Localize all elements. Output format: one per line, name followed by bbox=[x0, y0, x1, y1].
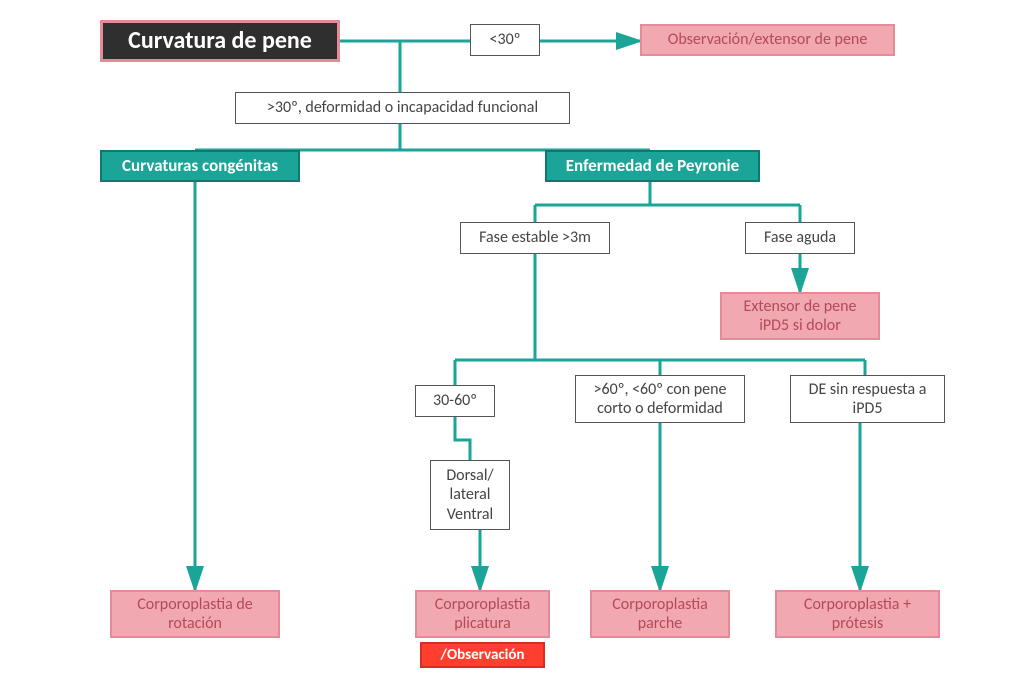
node-de_ipd5: DE sin respuesta a iPD5 bbox=[790, 375, 945, 423]
edge-16 bbox=[455, 417, 470, 460]
node-congenitas: Curvaturas congénitas bbox=[100, 150, 300, 182]
node-obs_ext: Observación/extensor de pene bbox=[640, 24, 895, 56]
node-rotacion: Corporoplastia de rotación bbox=[110, 590, 280, 638]
node-dorsal: Dorsal/ lateral Ventral bbox=[430, 460, 510, 530]
node-protesis: Corporoplastia + prótesis bbox=[775, 590, 940, 638]
node-parche: Corporoplastia parche bbox=[590, 590, 730, 638]
node-peyronie: Enfermedad de Peyronie bbox=[545, 150, 760, 182]
node-gt60: >60º, <60º con pene corto o deformidad bbox=[575, 375, 745, 423]
node-lt30: <30º bbox=[470, 24, 540, 56]
node-observ: /Observación bbox=[420, 642, 545, 668]
node-ext_ipd5: Extensor de pene iPD5 si dolor bbox=[720, 292, 880, 340]
node-ang3060: 30-60º bbox=[415, 385, 495, 417]
node-gt30: >30º, deformidad o incapacidad funcional bbox=[235, 92, 570, 124]
node-estable: Fase estable >3m bbox=[460, 222, 610, 254]
node-plicatura: Corporoplastia plicatura bbox=[415, 590, 550, 638]
node-aguda: Fase aguda bbox=[745, 222, 855, 254]
node-title: Curvatura de pene bbox=[100, 20, 340, 62]
